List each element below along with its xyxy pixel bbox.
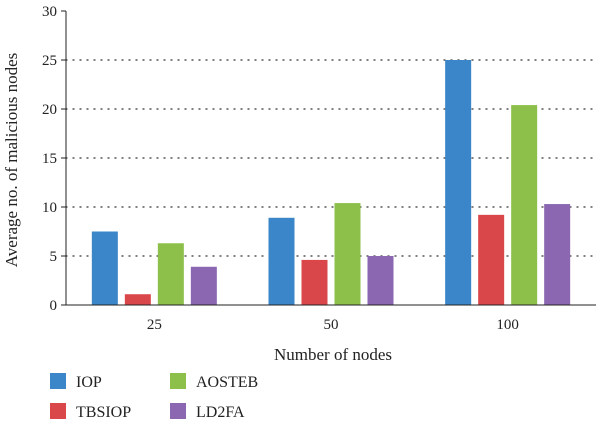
y-tick-label: 5 <box>50 249 58 265</box>
x-tick-label: 25 <box>147 317 162 333</box>
legend-label-tbsiop: TBSIOP <box>76 404 131 421</box>
bar-aosteb-25 <box>157 243 184 305</box>
y-axis-title: Average no. of malicious nodes <box>2 53 21 267</box>
bar-tbsiop-50 <box>301 259 328 305</box>
y-tick-label: 30 <box>42 4 57 20</box>
legend-label-ld2fa: LD2FA <box>196 404 245 421</box>
legend-swatch-iop <box>50 373 66 389</box>
y-tick-label: 10 <box>42 200 57 216</box>
y-tick-labels: 0 5 10 15 20 25 30 <box>42 4 57 314</box>
bar-iop-100 <box>445 60 472 305</box>
legend-swatch-ld2fa <box>170 403 186 419</box>
y-tick-label: 20 <box>42 102 57 118</box>
y-tick-label: 25 <box>42 53 57 69</box>
bar-iop-25 <box>91 231 118 305</box>
legend-label-iop: IOP <box>76 374 102 391</box>
x-tick-label: 50 <box>324 317 339 333</box>
y-tick-label: 0 <box>50 298 58 314</box>
axis-frame <box>65 11 596 306</box>
bar-tbsiop-25 <box>124 294 151 305</box>
bar-tbsiop-100 <box>478 214 505 305</box>
bar-ld2fa-50 <box>367 256 394 305</box>
gridlines <box>65 59 597 257</box>
x-tick-label: 100 <box>496 317 519 333</box>
axes <box>61 10 596 306</box>
x-axis-title: Number of nodes <box>274 345 392 364</box>
bar-aosteb-50 <box>334 203 361 305</box>
bar-ld2fa-100 <box>544 204 571 305</box>
bar-aosteb-100 <box>511 105 538 305</box>
legend-label-aosteb: AOSTEB <box>196 374 258 391</box>
y-tick-label: 15 <box>42 151 57 167</box>
legend-swatch-aosteb <box>170 373 186 389</box>
legend: IOP TBSIOP AOSTEB LD2FA <box>50 373 258 421</box>
bar-ld2fa-25 <box>190 266 217 305</box>
legend-swatch-tbsiop <box>50 403 66 419</box>
bars <box>91 60 571 305</box>
bar-iop-50 <box>268 217 295 305</box>
x-tick-labels: 25 50 100 <box>147 317 519 333</box>
